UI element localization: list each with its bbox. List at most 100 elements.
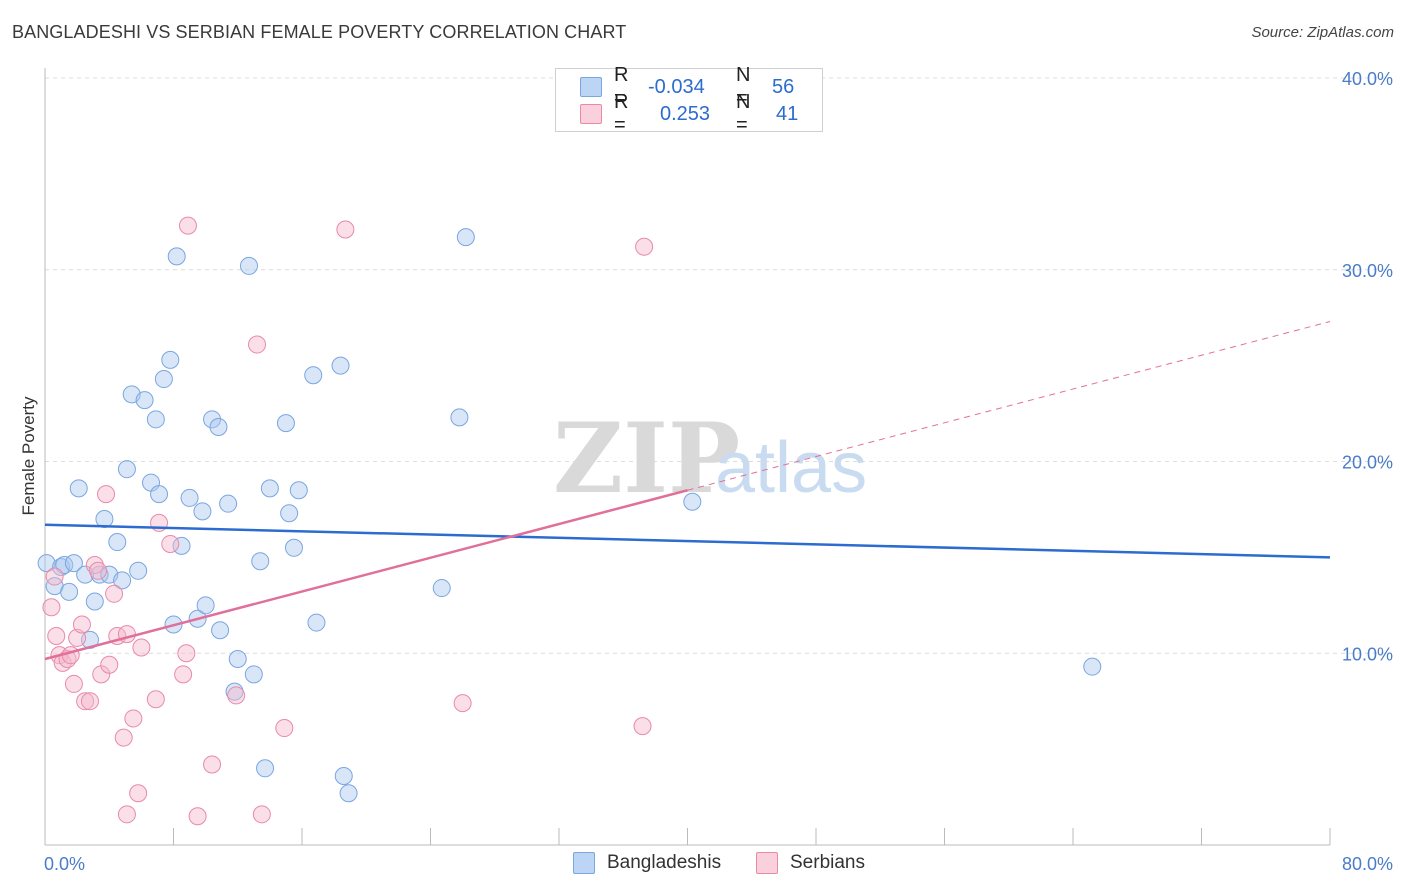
bangladeshi-point (37, 554, 56, 573)
bangladeshi-point (154, 370, 173, 389)
serbian-trend-extension (687, 321, 1331, 491)
bangladeshi-point (161, 350, 180, 369)
bangladeshi-point (683, 492, 702, 511)
bangladeshi-point (331, 356, 350, 375)
serbian-point (124, 709, 143, 728)
serbian-point (100, 655, 119, 674)
serbian-point (129, 784, 148, 803)
serbian-point (76, 692, 95, 711)
bangladeshi-point (334, 766, 353, 785)
bangladeshi-point (276, 414, 295, 433)
serbian-point (114, 728, 133, 747)
serbian-point (68, 628, 87, 647)
bangladeshi-point (256, 759, 275, 778)
y-tick-label: 40.0% (1342, 69, 1393, 89)
bangladeshi-point (172, 536, 191, 555)
legend-n-value: 56 (772, 75, 795, 98)
bangladeshi-point (307, 613, 326, 632)
bangladeshi-point (113, 571, 132, 590)
serbian-point (45, 567, 64, 586)
serbian-point (633, 717, 652, 736)
serbian-point (178, 216, 197, 235)
bangladeshi-point (339, 784, 358, 803)
legend-n-label: N = (736, 64, 751, 109)
grid-lines (45, 77, 1392, 654)
bangladeshi-point (167, 247, 186, 266)
serbian-trend-line (44, 489, 688, 661)
x-tick-label-max: 80.0% (1342, 854, 1393, 874)
legend-r-label: R = (614, 64, 629, 109)
legend-swatch-bangladeshis (580, 77, 602, 97)
y-tick-label: 10.0% (1342, 644, 1393, 664)
serbian-point (174, 665, 193, 684)
y-tick-label: 20.0% (1342, 453, 1393, 473)
bangladeshi-point (69, 479, 88, 498)
bangladeshi-point (304, 366, 323, 385)
serbian-point (248, 335, 267, 354)
serbian-point (61, 646, 80, 665)
serbian-point (85, 556, 104, 575)
bangladeshi-point (180, 488, 199, 507)
bangladeshi-point (244, 665, 263, 684)
y-tick-label: 30.0% (1342, 261, 1393, 281)
tick-labels: 10.0% 20.0% 30.0% 40.0% 0.0% 80.0% (44, 69, 1393, 874)
bangladeshi-point (432, 579, 451, 598)
legend-r-label: R = (614, 91, 629, 136)
serbian-point (275, 719, 294, 738)
serbian-point (72, 615, 91, 634)
bangladeshi-point (260, 479, 279, 498)
bangladeshi-point (211, 621, 230, 640)
bangladeshi-point (203, 410, 222, 429)
bangladeshi-point (1083, 657, 1102, 676)
serbian-point (177, 644, 196, 663)
serbian-point (252, 805, 271, 824)
bangladeshi-point (117, 460, 136, 479)
serbian-point (89, 561, 108, 580)
bangladeshi-trend-line (44, 523, 1331, 559)
legend-swatch-serbians (756, 852, 778, 874)
serbian-point (132, 638, 151, 657)
watermark-zip: ZIP (553, 402, 740, 515)
serbian-point (105, 584, 124, 603)
legend-n-label: N = (736, 91, 751, 136)
correlation-legend: R = -0.034 N = 56 R = 0.253 N = 41 (555, 64, 823, 136)
bangladeshi-point (289, 481, 308, 500)
legend-r-value: 0.253 (660, 102, 711, 125)
serbian-point (47, 626, 66, 645)
serbian-point (117, 805, 136, 824)
serbian-point (42, 598, 61, 617)
legend-label-bangladeshis: Bangladeshis (607, 852, 722, 873)
axes (44, 68, 1331, 846)
bangladeshi-point (193, 502, 212, 521)
bangladeshi-point (196, 596, 215, 615)
x-tick-label-min: 0.0% (44, 854, 85, 874)
bangladeshi-point (284, 538, 303, 557)
bangladeshi-point (150, 485, 169, 504)
serbian-point (227, 686, 246, 705)
serbian-point (64, 674, 83, 693)
bangladeshi-point (64, 554, 83, 573)
legend-n-value: 41 (776, 102, 799, 125)
serbian-point (453, 694, 472, 713)
legend-item-bangladeshis: Bangladeshis (573, 852, 721, 874)
bangladeshi-point (239, 256, 258, 275)
bangladeshi-point (450, 408, 469, 427)
bangladeshi-point (146, 410, 165, 429)
legend-swatch-bangladeshis (573, 852, 595, 874)
serbian-point (80, 692, 99, 711)
source-label: Source: ZipAtlas.com (1251, 24, 1394, 41)
y-axis-title: Female Poverty (19, 396, 38, 516)
serbians-points (42, 216, 654, 826)
legend-item-serbians: Serbians (756, 852, 865, 874)
bangladeshi-point (209, 417, 228, 436)
legend-label-serbians: Serbians (790, 852, 865, 873)
bangladeshi-point (251, 552, 270, 571)
bangladeshi-point (135, 391, 154, 410)
serbian-point (635, 237, 654, 256)
bangladeshi-point (219, 494, 238, 513)
bangladeshis-points (37, 228, 1102, 803)
legend-r-value: -0.034 (648, 75, 705, 98)
bangladeshi-point (60, 582, 79, 601)
watermark-atlas: atlas (715, 428, 867, 508)
